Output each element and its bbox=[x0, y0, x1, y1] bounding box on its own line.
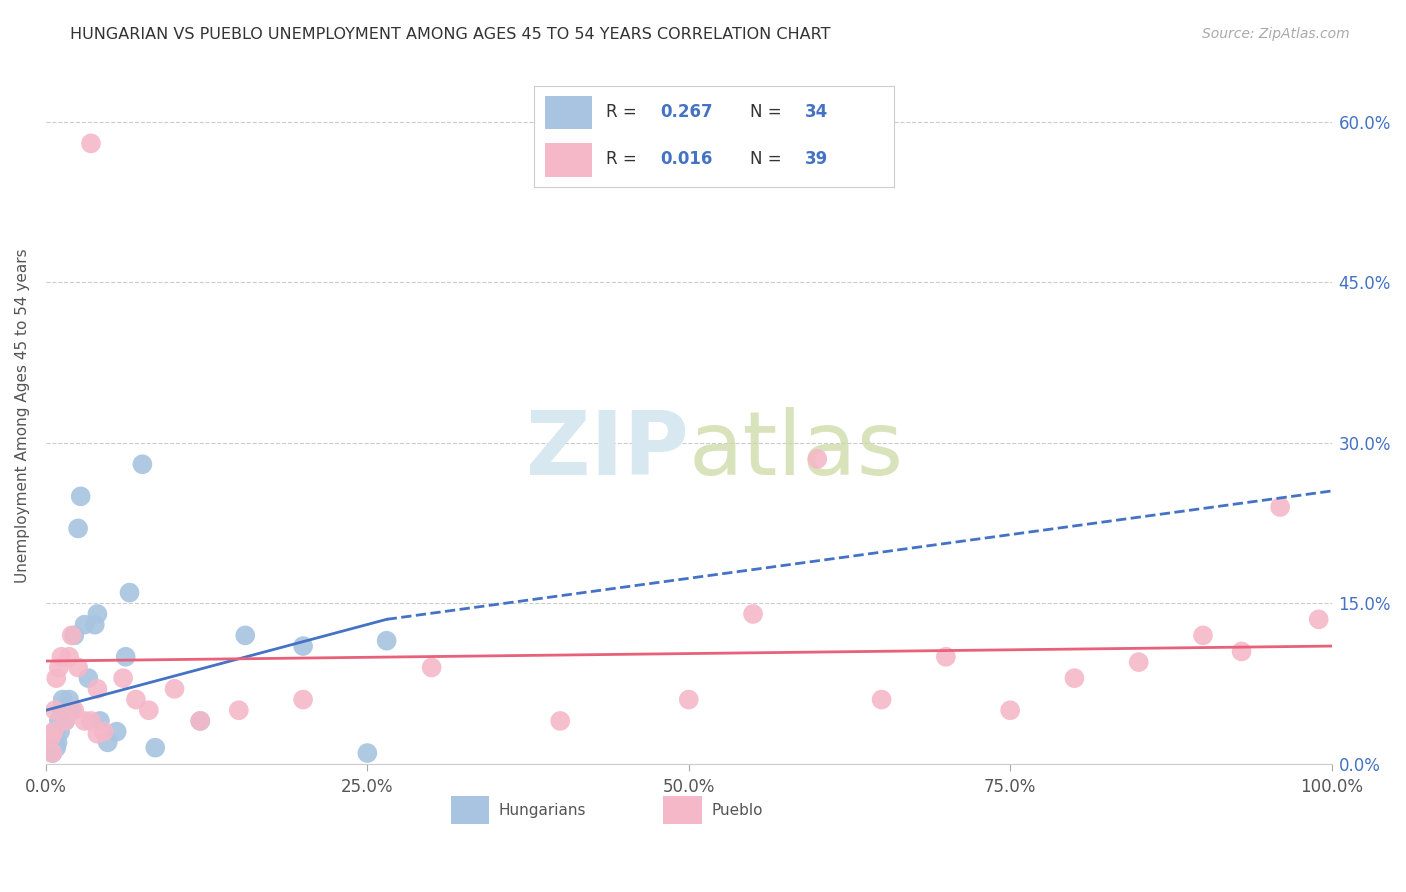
Point bbox=[48, 660, 70, 674]
Point bbox=[1063, 671, 1085, 685]
FancyBboxPatch shape bbox=[664, 797, 702, 824]
Point bbox=[678, 692, 700, 706]
Point bbox=[58, 692, 80, 706]
Point bbox=[163, 681, 186, 696]
Point bbox=[131, 457, 153, 471]
Point bbox=[63, 628, 86, 642]
Point bbox=[935, 649, 957, 664]
Point bbox=[51, 649, 73, 664]
Text: Hungarians: Hungarians bbox=[499, 803, 586, 818]
Point bbox=[44, 724, 66, 739]
Point bbox=[63, 703, 86, 717]
Text: HUNGARIAN VS PUEBLO UNEMPLOYMENT AMONG AGES 45 TO 54 YEARS CORRELATION CHART: HUNGARIAN VS PUEBLO UNEMPLOYMENT AMONG A… bbox=[70, 27, 831, 42]
Point bbox=[188, 714, 211, 728]
Point bbox=[60, 628, 83, 642]
Text: atlas: atlas bbox=[689, 408, 904, 494]
Point bbox=[356, 746, 378, 760]
Point bbox=[89, 714, 111, 728]
Point bbox=[80, 136, 103, 151]
Point bbox=[49, 724, 72, 739]
Point bbox=[39, 730, 62, 744]
Point bbox=[69, 489, 91, 503]
Point bbox=[42, 724, 65, 739]
Point bbox=[83, 617, 105, 632]
Point bbox=[1128, 655, 1150, 669]
Point bbox=[42, 740, 65, 755]
Point bbox=[118, 585, 141, 599]
Point bbox=[73, 714, 96, 728]
Point bbox=[45, 740, 67, 755]
Point bbox=[138, 703, 160, 717]
Point bbox=[41, 746, 63, 760]
Point bbox=[998, 703, 1021, 717]
Point bbox=[41, 746, 63, 760]
Point bbox=[67, 660, 90, 674]
Point bbox=[86, 727, 108, 741]
Point bbox=[742, 607, 765, 621]
Point bbox=[143, 740, 166, 755]
Point bbox=[870, 692, 893, 706]
Point bbox=[1308, 612, 1330, 626]
FancyBboxPatch shape bbox=[451, 797, 489, 824]
Point bbox=[97, 735, 120, 749]
Point bbox=[67, 521, 90, 535]
Point bbox=[44, 703, 66, 717]
Point bbox=[420, 660, 443, 674]
Point bbox=[42, 730, 65, 744]
Text: Pueblo: Pueblo bbox=[711, 803, 763, 818]
Point bbox=[292, 692, 315, 706]
Point bbox=[39, 735, 62, 749]
Point bbox=[375, 633, 398, 648]
Point bbox=[806, 451, 828, 466]
Point bbox=[93, 724, 115, 739]
Point bbox=[55, 703, 77, 717]
Point bbox=[77, 671, 100, 685]
Point bbox=[1268, 500, 1291, 514]
Point bbox=[53, 714, 76, 728]
Point bbox=[233, 628, 256, 642]
Point bbox=[548, 714, 571, 728]
Point bbox=[51, 703, 73, 717]
Point bbox=[60, 703, 83, 717]
Point bbox=[86, 681, 108, 696]
Point bbox=[114, 649, 136, 664]
Point bbox=[125, 692, 148, 706]
Text: ZIP: ZIP bbox=[526, 408, 689, 494]
Point bbox=[52, 692, 75, 706]
Point bbox=[86, 607, 108, 621]
Point bbox=[188, 714, 211, 728]
Point bbox=[80, 714, 103, 728]
Point bbox=[112, 671, 135, 685]
Point bbox=[105, 724, 128, 739]
Point bbox=[46, 735, 69, 749]
Text: Source: ZipAtlas.com: Source: ZipAtlas.com bbox=[1202, 27, 1350, 41]
Point bbox=[53, 714, 76, 728]
Point bbox=[48, 714, 70, 728]
Point bbox=[228, 703, 250, 717]
Y-axis label: Unemployment Among Ages 45 to 54 years: Unemployment Among Ages 45 to 54 years bbox=[15, 249, 30, 583]
Point bbox=[1192, 628, 1215, 642]
Point bbox=[73, 617, 96, 632]
Point bbox=[292, 639, 315, 653]
Point bbox=[58, 649, 80, 664]
Point bbox=[1230, 644, 1253, 658]
Point bbox=[45, 671, 67, 685]
